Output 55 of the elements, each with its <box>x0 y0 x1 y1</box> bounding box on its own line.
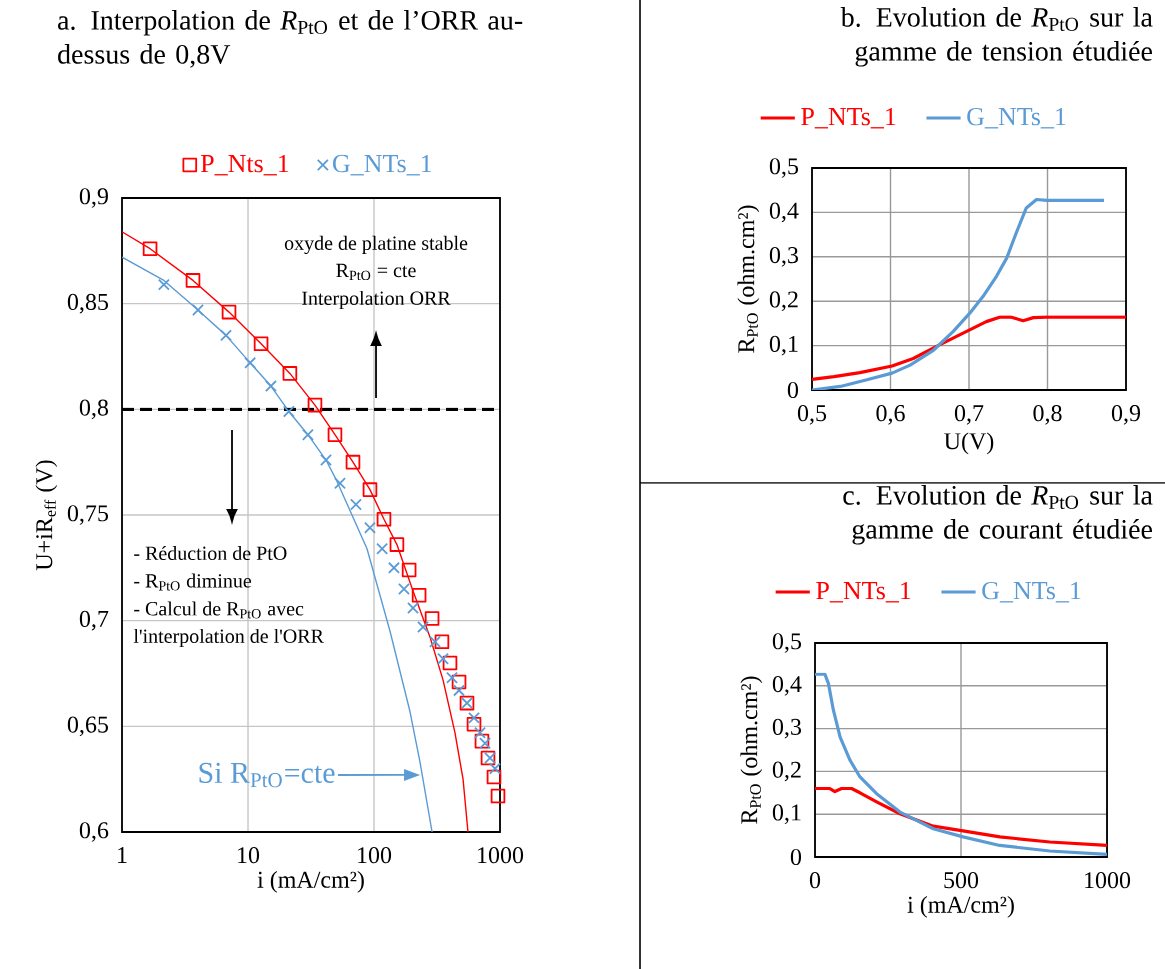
annotation: - Réduction de PtO <box>134 545 287 561</box>
y-tick-label: 0,3 <box>769 246 799 267</box>
line-series <box>812 197 1106 390</box>
y-tick-label: 0,4 <box>769 202 799 223</box>
x-tick-label: 0,6 <box>876 405 905 425</box>
chart-title: c. Evolution de R$_{PtO}$ sur la gamme de courant étudiée <box>843 485 1153 545</box>
legend-label: G_NTs_1 <box>982 581 1081 603</box>
y-tick-label: 0,5 <box>772 633 802 653</box>
y-tick-label: 0 <box>787 381 799 399</box>
chart-title: b. Evolution de R$_{PtO}$ sur la gamme de tension étudiée <box>840 7 1153 67</box>
y-axis-title: R$_{PtO}$ (ohm.cm²) <box>737 205 760 353</box>
annotation: Interpolation ORR <box>302 290 451 310</box>
y-tick-label: 0,9 <box>79 188 108 208</box>
y-tick-label: 0,2 <box>769 291 798 312</box>
x-tick-label: 500 <box>944 872 979 889</box>
line-series <box>815 786 1108 848</box>
legend-label: G_NTs_1 <box>967 107 1066 129</box>
x-axis-title: i (mA/cm²) <box>907 895 1014 918</box>
y-tick-label: 0,3 <box>772 718 802 739</box>
x-tick-label: 1000 <box>1085 872 1131 889</box>
y-tick-label: 0,2 <box>772 761 801 782</box>
legend-label: P_NTs_1 <box>801 107 896 129</box>
x-tick-label: 10 <box>238 847 260 864</box>
legend-label: P_Nts_1 <box>200 154 289 176</box>
x-tick-label: 0,9 <box>1111 405 1141 425</box>
y-tick-label: 0,85 <box>67 293 109 314</box>
legend-label: P_NTs_1 <box>816 581 911 603</box>
y-tick-label: 0,75 <box>67 505 109 525</box>
annotation: - Calcul de R$_{PtO}$ avec <box>134 601 304 619</box>
line-series <box>815 672 1108 857</box>
annotation: - R$_{PtO}$ diminue <box>134 573 252 591</box>
y-tick-label: 0,4 <box>772 675 802 696</box>
y-tick-label: 0,1 <box>769 335 798 356</box>
y-tick-label: 0,1 <box>772 804 801 825</box>
line-series <box>812 315 1127 381</box>
y-tick-label: 0,7 <box>79 610 109 631</box>
x-tick-label: 1 <box>118 847 127 863</box>
x-tick-label: 0,7 <box>954 405 984 425</box>
x-tick-label: 100 <box>358 847 392 864</box>
x-axis-title: i (mA/cm²) <box>257 870 364 893</box>
x-tick-label: 1000 <box>478 847 524 864</box>
y-tick-label: 0,6 <box>79 822 109 842</box>
annotation: Si R$_{PtO}$=cte <box>199 762 335 788</box>
x-axis-title: U(V) <box>944 432 994 455</box>
y-tick-label: 0,5 <box>769 158 799 178</box>
y-tick-label: 0,65 <box>67 716 109 737</box>
annotation: l'interpolation de l'ORR <box>133 628 324 648</box>
y-axis-title: U+iR$_{eff}$ (V) <box>35 460 58 571</box>
chart-title: a. Interpolation de R$_{PtO}$ et de l’ORR au-dessus de 0,8V <box>58 10 523 68</box>
y-axis-title: R$_{PtO}$ (ohm.cm²) <box>740 676 763 824</box>
legend-label: G_NTs_1 <box>333 154 432 176</box>
x-tick-label: 0 <box>809 872 821 889</box>
annotation: R$_{PtO}$ = cte <box>336 263 416 281</box>
x-tick-label: 0,8 <box>1033 405 1062 425</box>
annotation: oxyde de platine stable <box>284 235 468 255</box>
